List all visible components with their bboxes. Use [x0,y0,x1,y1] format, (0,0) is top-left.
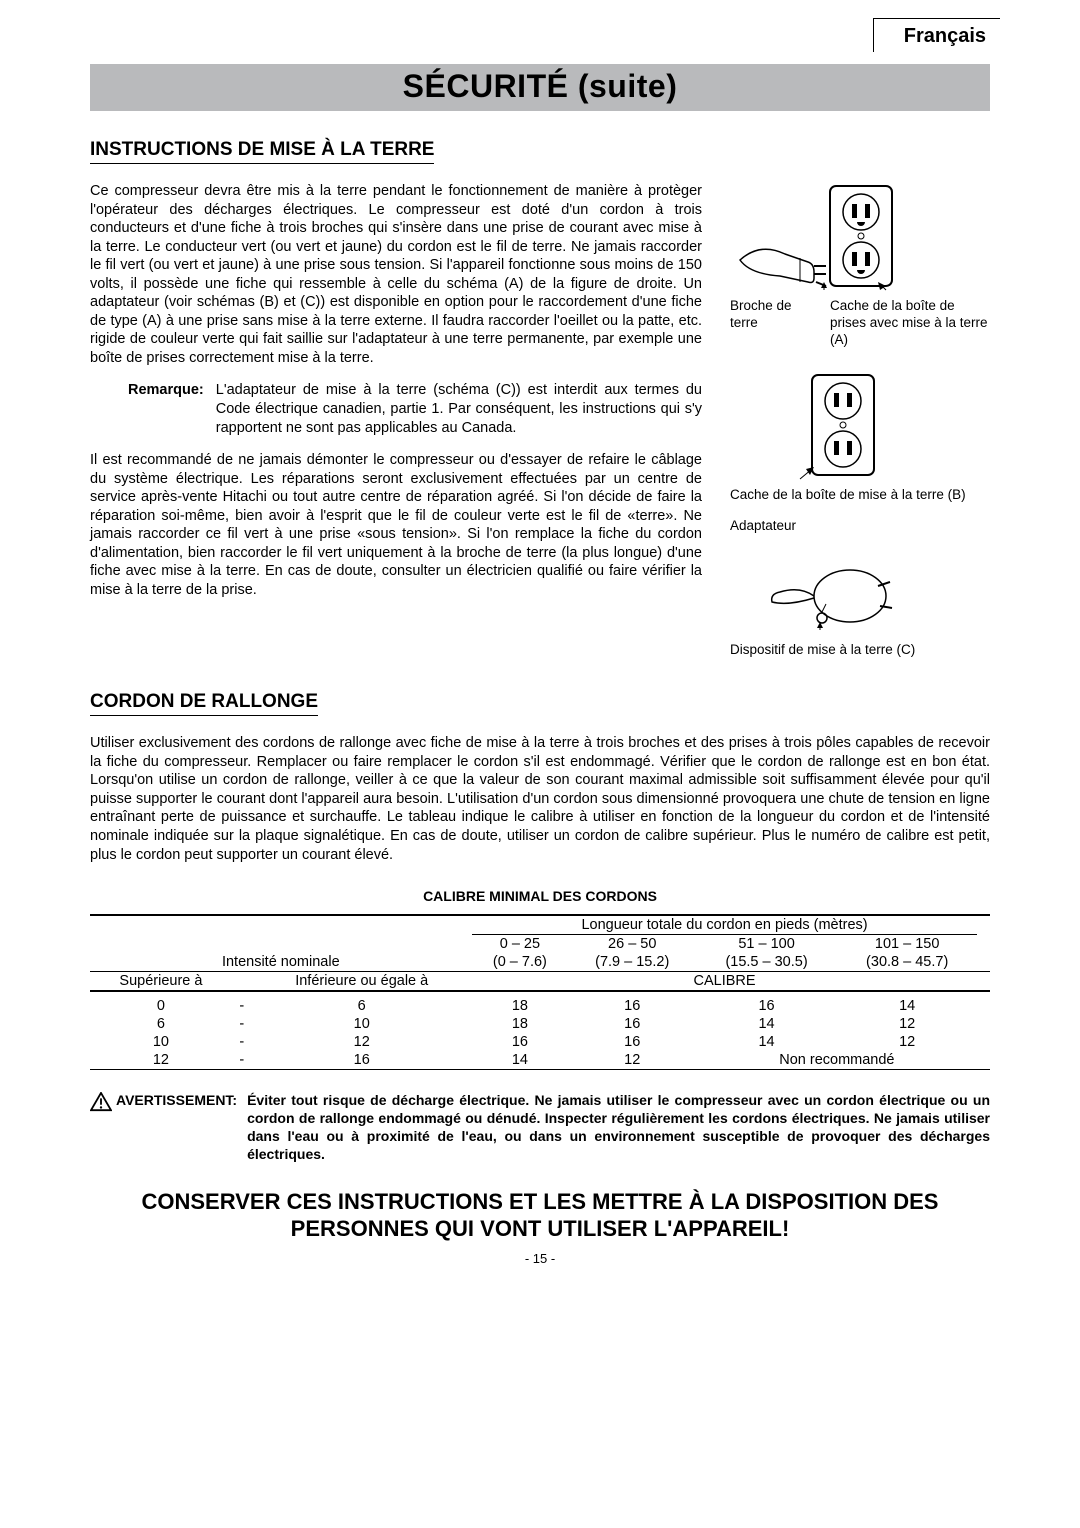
warning-text: Éviter tout risque de décharge électriqu… [247,1092,990,1164]
figure-b-sublabel: Adaptateur [730,518,990,535]
extension-cord-section: CORDON DE RALLONGE Utiliser exclusivemen… [90,691,990,864]
document-page: Français SÉCURITÉ (suite) INSTRUCTIONS D… [0,0,1080,1296]
table-gauge-label: CALIBRE [472,972,978,992]
table-row: 6-10 18161412 [90,1015,990,1033]
table-row: 0-6 18161614 [90,997,990,1015]
figure-c: Dispositif de mise à la terre (C) [730,556,990,659]
section-heading-cord: CORDON DE RALLONGE [90,691,318,716]
figure-a: Broche de terre Cache de la boîte de pri… [730,182,990,349]
table-col-m-0: (0 – 7.6) [472,953,569,972]
left-column: Ce compresseur devra être mis à la terre… [90,182,702,681]
conserve-instructions: CONSERVER CES INSTRUCTIONS ET LES METTRE… [90,1188,990,1243]
table-col-ft-2: 51 – 100 [696,935,837,954]
table-col-ft-1: 26 – 50 [568,935,696,954]
cord-para: Utiliser exclusivement des cordons de ra… [90,734,990,864]
wire-gauge-table: Longueur totale du cordon en pieds (mètr… [90,914,990,1070]
table-row: 12-16 1412 Non recommandé [90,1051,990,1070]
page-banner: SÉCURITÉ (suite) [90,64,990,111]
table-row: 10-12 16161412 [90,1033,990,1051]
right-column-figures: Broche de terre Cache de la boîte de pri… [730,182,990,681]
table-col-ft-0: 0 – 25 [472,935,569,954]
grounding-para-1: Ce compresseur devra être mis à la terre… [90,182,702,367]
remark-block: Remarque: L'adaptateur de mise à la terr… [90,381,702,437]
figure-c-label: Dispositif de mise à la terre (C) [730,642,990,659]
remark-label: Remarque: [128,381,204,437]
figure-a-label-right: Cache de la boîte de prises avec mise à … [830,298,990,349]
table-col-ft-3: 101 – 150 [837,935,978,954]
adapter-diagram-c [760,556,900,636]
figure-a-label-left: Broche de terre [730,298,820,349]
table-col-m-3: (30.8 – 45.7) [837,953,978,972]
grounding-para-2: Il est recommandé de ne jamais démonter … [90,451,702,599]
table-amp-right: Inférieure ou égale à [252,972,472,992]
figure-b: Cache de la boîte de mise à la terre (B)… [730,371,990,535]
wire-table-title: CALIBRE MINIMAL DES CORDONS [90,888,990,904]
table-amp-left: Supérieure à [90,972,232,992]
two-column-layout: Ce compresseur devra être mis à la terre… [90,182,990,681]
table-col-m-1: (7.9 – 15.2) [568,953,696,972]
outlet-diagram-b [790,371,900,481]
outlet-plug-diagram-a [730,182,910,292]
warning-triangle-icon [90,1092,112,1112]
warning-block: AVERTISSEMENT: Éviter tout risque de déc… [90,1092,990,1164]
table-length-header: Longueur totale du cordon en pieds (mètr… [472,915,978,935]
remark-text: L'adaptateur de mise à la terre (schéma … [216,381,702,437]
page-number: - 15 - [90,1251,990,1266]
warning-label: AVERTISSEMENT: [90,1092,237,1164]
figure-b-label: Cache de la boîte de mise à la terre (B) [730,487,990,504]
section-heading-grounding: INSTRUCTIONS DE MISE À LA TERRE [90,139,434,164]
language-tag: Français [873,18,1000,52]
table-col-m-2: (15.5 – 30.5) [696,953,837,972]
not-recommended-cell: Non recommandé [696,1051,977,1070]
table-amp-header: Intensité nominale [90,953,472,972]
